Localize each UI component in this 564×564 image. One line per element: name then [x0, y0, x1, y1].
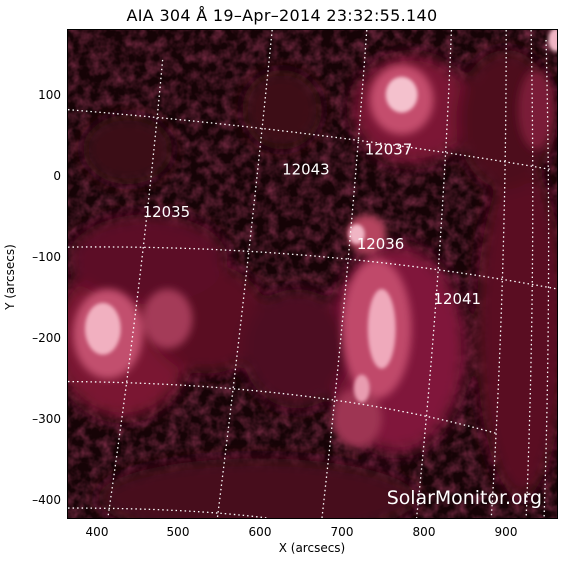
x-tick-label: 900: [494, 525, 518, 539]
y-tick-label: 100: [38, 88, 61, 102]
region-label: 12035: [143, 203, 190, 221]
x-tick-label: 500: [166, 525, 190, 539]
region-label: 12036: [357, 235, 404, 253]
y-tick-label: 0: [53, 169, 61, 183]
x-tick-label: 800: [412, 525, 436, 539]
y-tick-label: –300: [32, 412, 61, 426]
y-tick-label: –100: [32, 250, 61, 264]
image-title: AIA 304 Å 19–Apr–2014 23:32:55.140: [126, 6, 438, 25]
solar-image: 12037 12043 12035 12036 12041 SolarMonit…: [68, 30, 557, 518]
x-tick-label: 400: [85, 525, 109, 539]
bright-plage: [84, 30, 557, 403]
heliographic-grid: [68, 30, 557, 518]
x-tick-label: 700: [330, 525, 354, 539]
y-tick-label: –400: [32, 493, 61, 507]
y-axis-title: Y (arcsecs): [3, 244, 17, 310]
region-label: 12041: [434, 290, 481, 308]
y-tick-label: –200: [32, 331, 61, 345]
solar-image-panel: 12037 12043 12035 12036 12041 SolarMonit…: [67, 29, 558, 519]
x-axis-title: X (arcsecs): [278, 541, 346, 555]
x-tick-label: 600: [248, 525, 272, 539]
region-label: 12043: [282, 160, 329, 178]
region-label: 12037: [365, 140, 412, 158]
solarmonitor-watermark: SolarMonitor.org: [387, 487, 542, 509]
